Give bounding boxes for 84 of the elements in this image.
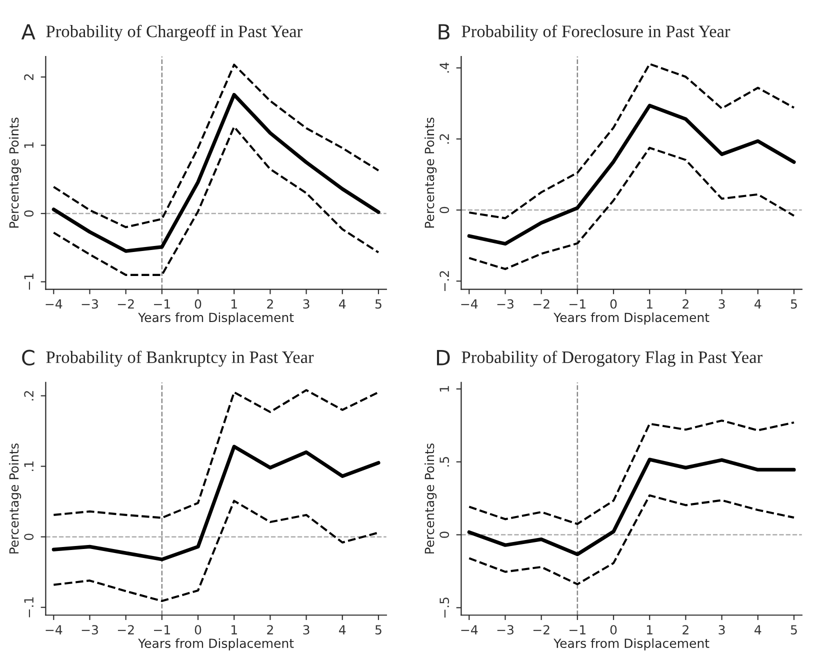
x-tick-label: 1 (232, 299, 237, 308)
x-tick-label: 1 (232, 625, 237, 634)
y-tick-label: 0 (24, 534, 34, 540)
x-tick-label: 5 (790, 299, 797, 309)
y-tick-label: .2 (440, 134, 449, 144)
y-axis-title: Percentage Points (9, 443, 22, 554)
y-tick-label: .5 (440, 456, 450, 466)
x-tick-label: 2 (267, 299, 273, 308)
y-tick-label: .4 (440, 62, 449, 73)
y-tick-label: .1 (24, 461, 34, 471)
x-tick-label: 5 (375, 625, 382, 635)
y-tick-label: −.5 (440, 598, 450, 618)
line-series (467, 104, 796, 246)
chart-title: Probability of Derogatory Flag in Past Year (462, 350, 762, 367)
x-tick-label: 3 (303, 625, 310, 635)
line-series (468, 146, 796, 270)
line-series (468, 62, 796, 220)
x-tick-label: −2 (533, 625, 550, 634)
y-tick-label: 1 (24, 142, 34, 148)
x-tick-label: 4 (339, 625, 346, 634)
x-tick-label: −1 (154, 299, 170, 308)
text: B (438, 24, 450, 40)
x-axis-title: Years from Displacement (138, 312, 294, 325)
y-tick-label: .2 (24, 391, 34, 400)
x-tick-label: −2 (118, 299, 134, 308)
text: D (436, 350, 450, 366)
line-series (52, 389, 380, 519)
x-tick-label: 2 (682, 625, 688, 634)
line-series (468, 494, 796, 586)
x-tick-label: −3 (82, 625, 98, 635)
x-tick-label: 1 (647, 299, 652, 308)
x-tick-label: −1 (570, 625, 586, 634)
x-tick-label: 3 (718, 625, 725, 635)
line-series (52, 64, 380, 228)
x-tick-label: 2 (267, 625, 273, 634)
x-axis-title: Years from Displacement (554, 638, 710, 650)
x-tick-label: 0 (194, 299, 202, 309)
text: C (22, 350, 34, 366)
line-series (467, 458, 796, 556)
x-tick-label: −2 (533, 299, 550, 308)
line-series (52, 444, 380, 562)
x-tick-label: −3 (497, 299, 514, 309)
x-tick-label: −1 (154, 625, 170, 634)
x-tick-label: 5 (790, 625, 797, 635)
x-tick-label: −2 (118, 625, 134, 634)
x-axis-title: Years from Displacement (138, 638, 294, 650)
y-tick-label: 0 (440, 206, 450, 214)
x-tick-label: 4 (339, 299, 346, 308)
x-tick-label: 2 (682, 299, 688, 308)
x-tick-label: 3 (303, 299, 310, 309)
y-axis-title: Percentage Points (9, 118, 22, 228)
line-series (52, 500, 380, 602)
x-tick-label: 0 (610, 299, 617, 309)
y-axis-title: Percentage Points (424, 443, 437, 554)
chart-title: Probability of Bankruptcy in Past Year (46, 350, 314, 367)
x-axis-title: Years from Displacement (554, 312, 710, 325)
x-tick-label: 5 (375, 299, 382, 309)
x-tick-label: −4 (461, 625, 478, 634)
chart-title: Probability of Chargeoff in Past Year (46, 24, 302, 41)
x-tick-label: −4 (461, 299, 478, 308)
x-tick-label: 0 (194, 625, 202, 635)
y-axis-title: Percentage Points (424, 118, 437, 228)
x-tick-label: −3 (82, 299, 98, 309)
text: A (21, 24, 36, 40)
y-tick-label: −1 (24, 274, 34, 290)
y-tick-label: −.1 (24, 597, 34, 618)
x-tick-label: −4 (46, 299, 62, 308)
line-series (52, 92, 380, 253)
line-series (52, 126, 380, 276)
x-tick-label: 0 (610, 625, 617, 635)
x-tick-label: 3 (718, 299, 725, 309)
line-series (468, 420, 796, 526)
x-tick-label: −3 (497, 625, 514, 635)
x-tick-label: −4 (46, 625, 62, 634)
x-tick-label: −1 (570, 299, 586, 308)
y-tick-label: −.2 (440, 271, 449, 291)
y-tick-label: 0 (440, 532, 450, 538)
y-tick-label: 0 (24, 210, 34, 217)
chart-title: Probability of Foreclosure in Past Year (462, 24, 730, 41)
x-tick-label: 4 (754, 625, 762, 634)
x-tick-label: 1 (647, 625, 652, 634)
y-tick-label: 2 (24, 74, 34, 80)
y-tick-label: 1 (440, 386, 449, 392)
x-tick-label: 4 (754, 299, 762, 308)
